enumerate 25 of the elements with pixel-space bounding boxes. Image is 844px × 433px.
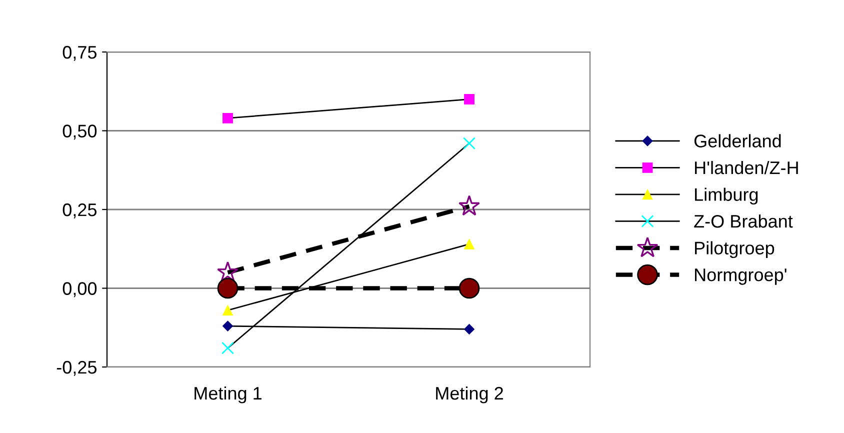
y-tick-label: 0,00 xyxy=(62,282,97,298)
point xyxy=(463,137,476,150)
point xyxy=(458,278,480,299)
y-tick-label: -0,25 xyxy=(56,360,97,376)
y-tick-label: 0,75 xyxy=(62,46,97,61)
point xyxy=(217,261,238,282)
y-tick-label: 0,25 xyxy=(62,203,97,218)
point xyxy=(222,305,233,316)
legend-label: Pilotgroep xyxy=(695,241,774,258)
point xyxy=(464,238,474,250)
point xyxy=(464,94,474,104)
point xyxy=(464,324,475,334)
point xyxy=(222,342,234,354)
point xyxy=(222,112,233,124)
legend-label: Gelderland xyxy=(694,134,781,148)
legend-label: Z-O Brabant xyxy=(694,214,793,228)
point xyxy=(217,278,238,299)
legend-label: H'landen/Z-H xyxy=(695,160,798,174)
x-tick-label: Meting 2 xyxy=(436,386,503,404)
point xyxy=(222,320,234,332)
y-tick-label: 0,50 xyxy=(62,124,97,140)
x-tick-label: Meting 1 xyxy=(194,386,262,404)
point xyxy=(458,195,480,216)
legend-label: Limburg xyxy=(695,188,758,205)
legend-label: Normgroep' xyxy=(695,268,786,285)
